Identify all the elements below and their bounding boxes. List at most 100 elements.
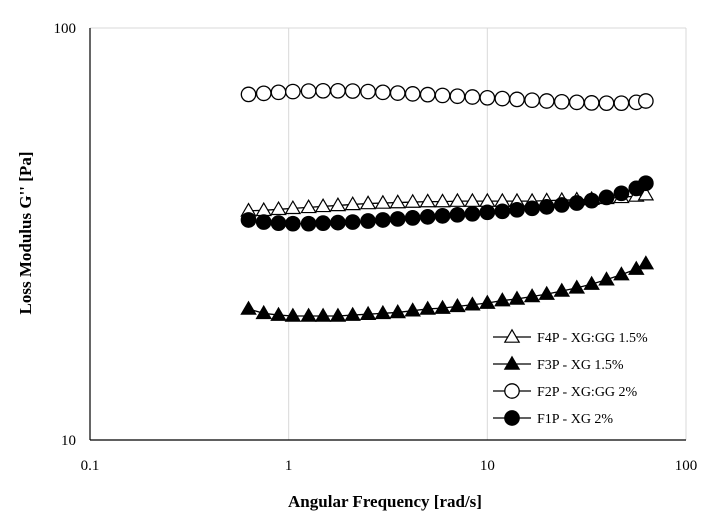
data-point-open-circle (553, 93, 570, 110)
data-point-filled-triangle (464, 296, 481, 311)
data-point-filled-circle (360, 213, 376, 229)
data-point-open-circle (315, 82, 331, 99)
data-point-filled-circle (524, 200, 540, 217)
data-point-filled-triangle (419, 300, 436, 315)
data-point-filled-circle (449, 206, 466, 223)
data-point-filled-circle (538, 199, 555, 215)
data-point-filled-circle (568, 195, 585, 211)
data-point-filled-triangle (255, 304, 272, 320)
y-tick-label-10: 10 (61, 433, 76, 449)
data-point-filled-triangle (404, 302, 421, 317)
data-point-filled-circle (389, 211, 406, 227)
data-point-open-triangle (374, 194, 392, 209)
data-point-filled-circle (255, 214, 272, 230)
data-point-filled-triangle (494, 292, 511, 307)
data-point-filled-circle (285, 215, 301, 232)
data-point-open-circle (389, 85, 406, 101)
data-point-filled-circle (315, 215, 331, 231)
data-point-filled-triangle (598, 271, 615, 286)
data-point-open-circle (255, 85, 272, 102)
legend: F4P - XG:GG 1.5% F3P - XG 1.5% F2P - XG:GG… (493, 328, 648, 427)
data-point-filled-triangle (270, 306, 287, 321)
series-line-filled-triangle (248, 263, 647, 317)
data-point-filled-triangle (329, 307, 347, 322)
x-axis-title: Angular Frequency [rad/s] (288, 492, 482, 511)
data-point-filled-circle (479, 204, 496, 221)
data-point-open-triangle (300, 198, 317, 214)
data-point-open-circle (344, 83, 361, 99)
tick-labels: 0.1 1 10 100 10 100 (54, 21, 698, 474)
data-point-open-circle (583, 95, 600, 111)
data-point-filled-circle (494, 203, 511, 220)
legend-label: F3P - XG 1.5% (537, 358, 624, 373)
data-point-open-triangle (284, 199, 302, 215)
data-point-open-circle (479, 89, 496, 106)
data-point-open-triangle (344, 196, 361, 211)
data-point-open-triangle (314, 197, 332, 213)
data-point-filled-triangle (479, 294, 496, 309)
data-point-filled-circle (240, 212, 257, 228)
data-point-filled-circle (270, 215, 287, 231)
series-layer (240, 82, 655, 322)
data-point-open-triangle (329, 197, 347, 212)
data-point-open-circle (270, 84, 287, 101)
data-point-open-circle (524, 92, 540, 109)
data-point-open-circle (568, 94, 585, 111)
data-point-filled-triangle (300, 307, 317, 322)
legend-item: F3P - XG 1.5% (493, 355, 624, 373)
legend-item: F2P - XG:GG 2% (493, 383, 638, 400)
data-point-filled-circle (464, 205, 481, 222)
data-point-open-circle (404, 86, 421, 102)
data-point-filled-triangle (637, 255, 655, 270)
data-point-filled-triangle (284, 307, 302, 322)
data-point-filled-triangle (434, 299, 451, 314)
data-point-filled-triangle (553, 282, 571, 297)
data-point-open-triangle (404, 193, 421, 208)
data-point-filled-triangle (508, 290, 526, 305)
data-point-filled-triangle (613, 266, 630, 281)
data-point-filled-circle (583, 192, 600, 209)
legend-label: F2P - XG:GG 2% (537, 385, 638, 400)
data-point-filled-triangle (359, 305, 377, 320)
data-point-filled-circle (598, 189, 615, 206)
data-point-open-circle (240, 86, 257, 103)
data-point-open-circle (613, 95, 630, 112)
data-point-filled-circle (404, 210, 421, 226)
data-point-filled-triangle (523, 288, 541, 303)
data-point-open-triangle (419, 193, 436, 208)
x-tick-label-10: 10 (480, 458, 495, 474)
data-point-open-triangle (449, 192, 466, 207)
legend-marker-open-circle (504, 383, 520, 399)
data-point-open-circle (509, 91, 525, 108)
legend-marker-filled-triangle (503, 355, 521, 370)
data-point-filled-triangle (538, 285, 555, 300)
data-point-filled-circle (434, 207, 451, 224)
data-point-open-circle (375, 84, 391, 101)
x-tick-label-1: 1 (285, 458, 293, 474)
legend-item: F4P - XG:GG 1.5% (493, 328, 648, 346)
legend-label: F1P - XG 2% (537, 412, 613, 427)
axes (89, 28, 686, 441)
series-filled-circle (240, 175, 654, 232)
data-point-filled-circle (509, 201, 525, 218)
y-tick-label-100: 100 (54, 21, 77, 37)
data-point-filled-triangle (583, 275, 600, 290)
data-point-open-triangle (270, 200, 287, 216)
data-point-filled-triangle (374, 304, 392, 320)
data-point-filled-triangle (449, 298, 466, 313)
legend-label: F4P - XG:GG 1.5% (537, 331, 648, 346)
data-point-open-circle (638, 93, 654, 109)
data-point-filled-circle (375, 212, 391, 228)
data-point-open-circle (360, 83, 376, 100)
data-point-open-circle (598, 95, 615, 112)
data-point-open-circle (464, 89, 481, 105)
data-point-filled-triangle (344, 306, 361, 321)
data-point-filled-circle (613, 185, 630, 202)
series-filled-triangle (240, 255, 655, 322)
legend-marker-filled-circle (504, 410, 520, 426)
data-point-open-triangle (434, 193, 451, 208)
data-point-open-triangle (637, 186, 655, 201)
data-point-filled-circle (419, 209, 436, 225)
